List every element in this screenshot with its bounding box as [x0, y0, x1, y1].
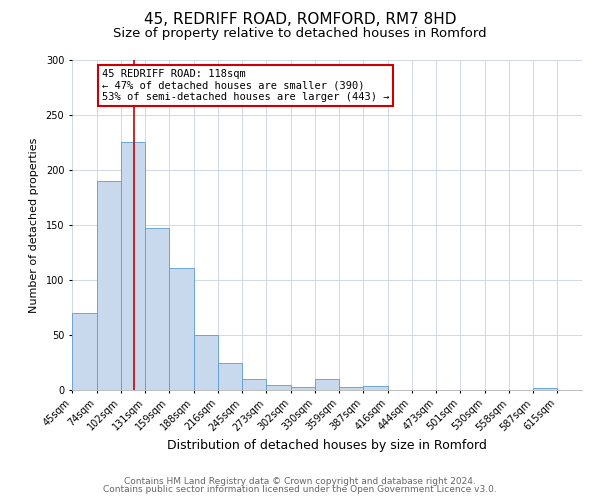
Bar: [340, 386, 363, 390]
Text: 45 REDRIFF ROAD: 118sqm
← 47% of detached houses are smaller (390)
53% of semi-d: 45 REDRIFF ROAD: 118sqm ← 47% of detache…: [102, 69, 389, 102]
X-axis label: Distribution of detached houses by size in Romford: Distribution of detached houses by size …: [167, 440, 487, 452]
Bar: [121, 142, 145, 390]
Text: Size of property relative to detached houses in Romford: Size of property relative to detached ho…: [113, 28, 487, 40]
Bar: [363, 386, 388, 390]
Text: Contains public sector information licensed under the Open Government Licence v3: Contains public sector information licen…: [103, 485, 497, 494]
Bar: [72, 313, 97, 390]
Bar: [242, 379, 266, 390]
Bar: [169, 268, 194, 390]
Bar: [291, 386, 314, 390]
Bar: [266, 384, 291, 390]
Bar: [145, 228, 169, 390]
Bar: [314, 379, 340, 390]
Y-axis label: Number of detached properties: Number of detached properties: [29, 138, 39, 312]
Bar: [194, 335, 218, 390]
Bar: [218, 362, 242, 390]
Bar: [97, 181, 121, 390]
Text: Contains HM Land Registry data © Crown copyright and database right 2024.: Contains HM Land Registry data © Crown c…: [124, 477, 476, 486]
Text: 45, REDRIFF ROAD, ROMFORD, RM7 8HD: 45, REDRIFF ROAD, ROMFORD, RM7 8HD: [144, 12, 456, 28]
Bar: [533, 388, 557, 390]
